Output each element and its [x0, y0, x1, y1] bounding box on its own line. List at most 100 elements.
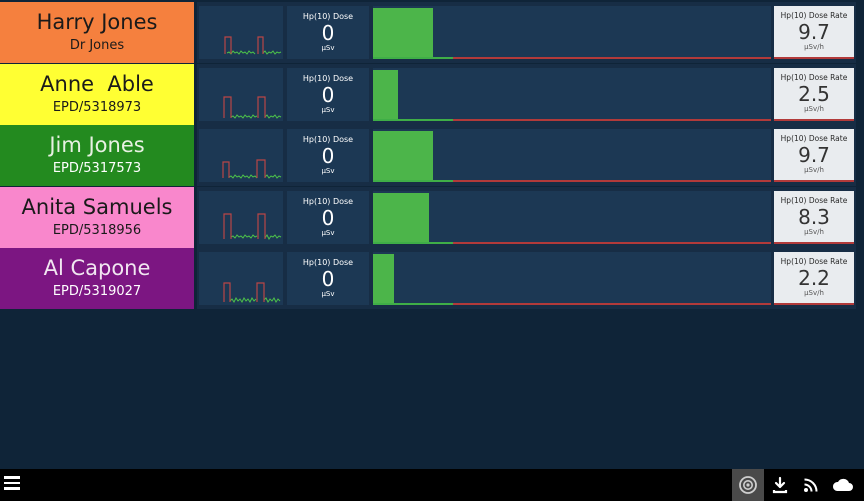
dose-rate-sparkline[interactable] — [199, 252, 283, 305]
dose-rate-sparkline[interactable] — [199, 68, 283, 121]
menu-icon[interactable] — [4, 476, 20, 492]
threshold-line-red — [453, 180, 771, 182]
threshold-line-green — [373, 57, 453, 59]
threshold-line-red — [453, 242, 771, 244]
dose-rate-bar — [373, 6, 771, 59]
wearer-name: Anita Samuels — [21, 195, 173, 219]
dose-rate-value: 9.7 — [798, 143, 830, 167]
dose-rate-unit: µSv/h — [804, 166, 824, 174]
rate-threshold-line — [774, 303, 854, 305]
wearer-card[interactable]: Harry Jones Dr Jones — [0, 2, 194, 63]
sparkline-graph — [223, 96, 282, 119]
dose-rate-value: 8.3 — [798, 205, 830, 229]
sparkline-graph — [223, 213, 282, 240]
dose-rate-value: 2.2 — [798, 266, 830, 290]
dose-unit: µSv — [321, 167, 335, 175]
wearer-row[interactable]: Jim Jones EPD/5317573 Hp(10) Dose 0 µSv … — [0, 125, 864, 186]
bottom-toolbar — [0, 469, 864, 501]
dose-label: Hp(10) Dose — [302, 74, 354, 83]
sparkline-graph — [223, 282, 281, 303]
threshold-line-green — [373, 119, 453, 121]
wearer-row[interactable]: Harry Jones Dr Jones Hp(10) Dose 0 µSv H… — [0, 2, 864, 63]
dose-rate-sparkline[interactable] — [199, 129, 283, 182]
dose-rate-unit: µSv/h — [804, 105, 824, 113]
rate-threshold-line — [774, 242, 854, 244]
dose-rate-bar — [373, 129, 771, 182]
dose-rate-bar-fill — [373, 131, 433, 182]
dose-rate-label: Hp(10) Dose Rate — [780, 73, 848, 82]
dose-rate-sparkline[interactable] — [199, 191, 283, 244]
dose-readout: Hp(10) Dose 0 µSv — [287, 6, 369, 59]
dose-readout: Hp(10) Dose 0 µSv — [287, 252, 369, 305]
wearer-id: EPD/5319027 — [52, 284, 142, 299]
rate-threshold-line — [774, 180, 854, 182]
download-icon[interactable] — [764, 469, 796, 501]
dose-rate-sparkline[interactable] — [199, 6, 283, 59]
dose-readout: Hp(10) Dose 0 µSv — [287, 191, 369, 244]
dose-rate-label: Hp(10) Dose Rate — [780, 134, 848, 143]
dose-rate-readout: Hp(10) Dose Rate 2.2 µSv/h — [774, 252, 854, 305]
dose-rate-label: Hp(10) Dose Rate — [780, 196, 848, 205]
dose-value: 0 — [321, 21, 335, 45]
wearer-row[interactable]: Anne Able EPD/5318973 Hp(10) Dose 0 µSv … — [0, 64, 864, 125]
wearer-card[interactable]: Anne Able EPD/5318973 — [0, 64, 194, 125]
wearer-name: Anne Able — [40, 72, 154, 96]
wearer-name: Harry Jones — [36, 10, 158, 34]
dose-rate-value: 2.5 — [798, 82, 830, 106]
threshold-line-green — [373, 180, 453, 182]
dose-rate-readout: Hp(10) Dose Rate 9.7 µSv/h — [774, 129, 854, 182]
threshold-line-red — [453, 119, 771, 121]
wearer-id: EPD/5318973 — [52, 100, 142, 115]
dose-readout: Hp(10) Dose 0 µSv — [287, 129, 369, 182]
threshold-line-green — [373, 242, 453, 244]
rate-threshold-line — [774, 57, 854, 59]
wearer-card[interactable]: Al Capone EPD/5319027 — [0, 248, 194, 309]
dose-rate-bar — [373, 191, 771, 244]
cloud-icon[interactable] — [827, 469, 859, 501]
wearer-row[interactable]: Al Capone EPD/5319027 Hp(10) Dose 0 µSv … — [0, 248, 864, 309]
threshold-line-green — [373, 303, 453, 305]
wearer-id: EPD/5317573 — [52, 161, 142, 176]
threshold-line-red — [453, 303, 771, 305]
dose-unit: µSv — [321, 106, 335, 114]
wearer-id: Dr Jones — [69, 38, 125, 53]
camera-icon[interactable] — [732, 469, 764, 501]
dose-readout: Hp(10) Dose 0 µSv — [287, 68, 369, 121]
dose-rate-bar — [373, 68, 771, 121]
dose-unit: µSv — [321, 290, 335, 298]
dose-rate-label: Hp(10) Dose Rate — [780, 11, 848, 20]
wearer-name: Jim Jones — [49, 133, 145, 157]
dose-rate-bar-fill — [373, 254, 394, 305]
dose-value: 0 — [321, 83, 335, 107]
rss-icon[interactable] — [795, 469, 827, 501]
dose-label: Hp(10) Dose — [302, 197, 354, 206]
dose-label: Hp(10) Dose — [302, 258, 354, 267]
wearer-id: EPD/5318956 — [52, 223, 142, 238]
threshold-line-red — [453, 57, 771, 59]
dose-unit: µSv — [321, 44, 335, 52]
dose-rate-bar-fill — [373, 193, 429, 244]
dose-rate-unit: µSv/h — [804, 43, 824, 51]
dose-rate-readout: Hp(10) Dose Rate 8.3 µSv/h — [774, 191, 854, 244]
dose-rate-label: Hp(10) Dose Rate — [780, 257, 848, 266]
dose-rate-value: 9.7 — [798, 20, 830, 44]
sparkline-graph — [222, 159, 282, 179]
dose-rate-bar-fill — [373, 70, 398, 121]
dose-rate-unit: µSv/h — [804, 289, 824, 297]
wearer-row[interactable]: Anita Samuels EPD/5318956 Hp(10) Dose 0 … — [0, 187, 864, 248]
dose-rate-unit: µSv/h — [804, 228, 824, 236]
sparkline-graph — [224, 36, 282, 55]
dose-rate-bar-fill — [373, 8, 433, 59]
wearer-card[interactable]: Jim Jones EPD/5317573 — [0, 125, 194, 186]
dose-value: 0 — [321, 144, 335, 168]
dose-unit: µSv — [321, 229, 335, 237]
dose-rate-readout: Hp(10) Dose Rate 9.7 µSv/h — [774, 6, 854, 59]
dose-rate-bar — [373, 252, 771, 305]
wearer-card[interactable]: Anita Samuels EPD/5318956 — [0, 187, 194, 248]
rate-threshold-line — [774, 119, 854, 121]
dose-label: Hp(10) Dose — [302, 12, 354, 21]
dose-rate-readout: Hp(10) Dose Rate 2.5 µSv/h — [774, 68, 854, 121]
dose-value: 0 — [321, 267, 335, 291]
wearer-name: Al Capone — [43, 256, 151, 280]
